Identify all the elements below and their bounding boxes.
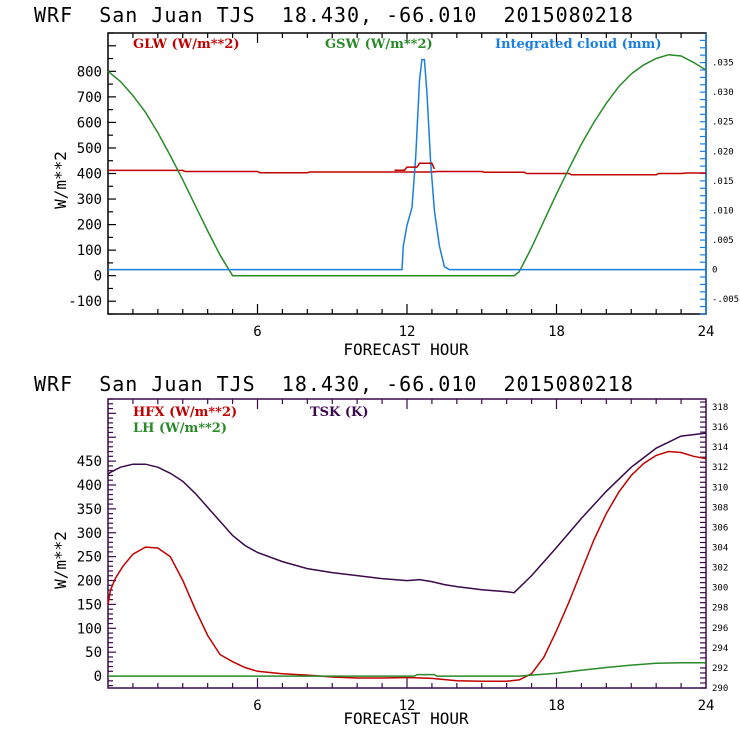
top-y2-tick-label: .020 (712, 147, 734, 157)
top-y-tick-label: 300 (77, 192, 102, 208)
top-y2-tick-label: 0 (712, 266, 717, 276)
bottom-y2-tick-label: 310 (712, 483, 728, 493)
bottom-y2-tick-label: 298 (712, 604, 728, 614)
top-x-tick-label: 18 (548, 324, 565, 340)
top-y2-tick-label: .030 (712, 88, 734, 98)
top-plot-frame (107, 32, 707, 315)
bottom-series-lh-w-m-2 (108, 661, 707, 677)
legend-cloud: Integrated cloud (mm) (495, 37, 661, 52)
bottom-y2-tick-label: 304 (712, 544, 728, 554)
top-chart: 6 12 18 24 800 700 600 500 400 300 200 100 0 -100 .035… (51, 32, 739, 359)
legend-hfx: HFX (W/m**2) (133, 405, 237, 420)
top-y-axis-label: W/m**2 (51, 151, 70, 209)
bottom-y-tick-label: 350 (77, 502, 102, 518)
bottom-y2-tick-label: 302 (712, 564, 728, 574)
top-y2-tick-label: .015 (712, 177, 734, 187)
bottom-y2-tick-label: 314 (712, 443, 728, 453)
bottom-y-tick-label: 200 (77, 574, 102, 590)
bottom-y2-tick-label: 292 (712, 664, 728, 674)
bottom-series-hfx-w-m-2 (107, 450, 707, 683)
bottom-y-tick-label: 250 (77, 550, 102, 566)
top-y-tick-label: 700 (77, 90, 102, 106)
bottom-chart: 6 12 18 24 450 400 350 300 250 200 150 100 50 0 318 316… (51, 398, 728, 728)
bottom-y2-tick-label: 306 (712, 523, 728, 533)
top-x-tick-label: 6 (253, 324, 261, 340)
top-y-tick-label: -100 (68, 294, 102, 310)
top-chart-title: WRF San Juan TJS 18.430, -66.010 2015080… (34, 3, 634, 27)
top-series-glw-w-m-2 (108, 169, 706, 176)
bottom-x-tick-label: 6 (253, 698, 261, 714)
bottom-y2-tick-label: 290 (712, 684, 728, 694)
bottom-y2-tick-label: 300 (712, 584, 728, 594)
bottom-x-axis-label: FORECAST HOUR (343, 709, 469, 728)
bottom-y-axis-label: W/m**2 (51, 531, 70, 589)
top-y-tick-label: 0 (94, 269, 102, 285)
bottom-y-tick-label: 300 (77, 526, 102, 542)
top-y-tick-label: 400 (77, 167, 102, 183)
bottom-y2-tick-label: 312 (712, 463, 728, 473)
bottom-y-tick-label: 400 (77, 478, 102, 494)
top-y2-tick-label: .005 (712, 236, 734, 246)
bottom-y-tick-label: 150 (77, 597, 102, 613)
top-x-tick-label: 24 (698, 324, 715, 340)
bottom-x-tick-label: 24 (698, 698, 715, 714)
bottom-chart-title: WRF San Juan TJS 18.430, -66.010 2015080… (34, 372, 634, 396)
bottom-y2-tick-label: 318 (712, 403, 728, 413)
top-y-tick-label: 200 (77, 218, 102, 234)
bottom-y2-tick-label: 316 (712, 423, 728, 433)
bottom-x-tick-label: 18 (548, 698, 565, 714)
top-y-tick-label: 600 (77, 115, 102, 131)
top-y-tick-label: 800 (77, 64, 102, 80)
bottom-y-tick-label: 0 (94, 669, 102, 685)
top-y-tick-label: 500 (77, 141, 102, 157)
legend-tsk: TSK (K) (310, 405, 369, 420)
top-series-glw-step-near-hour-12-13 (394, 162, 436, 171)
bottom-y-tick-label: 450 (77, 454, 102, 470)
top-series-integrated-cloud-mm (108, 58, 706, 271)
top-y2-tick-label: .035 (712, 59, 734, 69)
bottom-y2-tick-label: 308 (712, 503, 728, 513)
bottom-y-tick-label: 50 (85, 645, 102, 661)
bottom-x-tick-label: 12 (399, 698, 416, 714)
bottom-plot-frame (107, 398, 707, 689)
legend-glw: GLW (W/m**2) (133, 37, 240, 52)
top-y2-tick-label: -.005 (712, 295, 739, 305)
legend-gsw: GSW (W/m**2) (325, 37, 433, 52)
bottom-y2-tick-label: 296 (712, 624, 728, 634)
top-x-tick-label: 12 (399, 324, 416, 340)
top-series-gsw-w-m-2 (107, 53, 707, 277)
top-y2-tick-label: .010 (712, 206, 734, 216)
bottom-y-tick-label: 100 (77, 621, 102, 637)
bottom-y2-tick-label: 294 (712, 644, 728, 654)
legend-lh: LH (W/m**2) (133, 421, 227, 436)
top-x-axis-label: FORECAST HOUR (343, 340, 469, 359)
top-y-tick-label: 100 (77, 243, 102, 259)
bottom-series-tsk-k (107, 432, 707, 594)
top-y2-tick-label: .025 (712, 118, 734, 128)
